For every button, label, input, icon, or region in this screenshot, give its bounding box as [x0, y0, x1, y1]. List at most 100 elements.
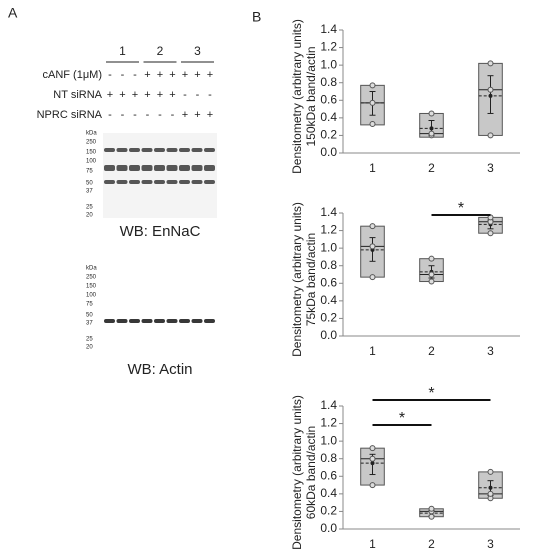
sign: -	[133, 69, 137, 81]
panel-label: B	[252, 9, 261, 25]
y-tick-label: 0.0	[320, 145, 337, 159]
marker-label: 20	[86, 345, 93, 351]
blot-image	[103, 268, 217, 353]
point	[487, 60, 494, 67]
point	[369, 99, 376, 106]
y-tick-label: 0.6	[320, 275, 337, 289]
y-tick-label: 0.2	[320, 128, 337, 142]
marker-label: 150	[86, 284, 97, 290]
y-tick-label: 0.6	[320, 468, 337, 482]
point	[487, 230, 494, 237]
marker-label: 37	[86, 321, 93, 327]
point	[369, 223, 376, 230]
band	[154, 180, 165, 184]
significance-label: *	[399, 410, 405, 427]
y-axis-label: Densitometry (arbitrary units)	[290, 395, 304, 550]
group-label: 1	[119, 44, 126, 58]
y-tick-label: 0.6	[320, 92, 337, 106]
group-label: 2	[157, 44, 164, 58]
x-tick-label: 2	[428, 344, 435, 358]
band	[116, 165, 128, 171]
point	[487, 132, 494, 139]
band	[141, 180, 153, 184]
sign: -	[121, 69, 125, 81]
y-tick-label: 1.0	[320, 433, 337, 447]
point	[428, 505, 435, 512]
point	[428, 130, 435, 137]
band	[116, 148, 128, 152]
significance-label: *	[428, 385, 434, 402]
point	[487, 490, 494, 497]
band	[204, 319, 215, 323]
point	[369, 274, 376, 281]
band	[154, 165, 165, 171]
row-label: cANF (1μM)	[42, 69, 102, 81]
y-tick-label: 1.4	[320, 22, 337, 36]
sign: +	[207, 69, 213, 81]
blot-image	[103, 133, 217, 218]
band	[191, 165, 203, 171]
sign: -	[158, 109, 162, 121]
point	[369, 445, 376, 452]
band	[204, 148, 215, 152]
mean-dot	[488, 93, 493, 98]
marker-label: 37	[86, 189, 93, 195]
band	[116, 319, 128, 323]
marker-label: 20	[86, 213, 93, 219]
marker-label: 100	[86, 159, 97, 165]
band	[154, 148, 165, 152]
sign: +	[169, 69, 175, 81]
sign: +	[119, 89, 125, 101]
y-tick-label: 1.0	[320, 57, 337, 71]
band	[191, 180, 203, 184]
marker-label: 75	[86, 169, 93, 175]
sign: +	[194, 69, 200, 81]
sign: +	[182, 109, 188, 121]
sign: +	[157, 69, 163, 81]
band	[129, 148, 140, 152]
y-tick-label: 0.8	[320, 258, 337, 272]
band	[129, 165, 140, 171]
marker-label: 250	[86, 275, 97, 281]
y-axis-label: 75kDa band/actin	[304, 233, 318, 326]
point	[428, 513, 435, 520]
sign: +	[194, 109, 200, 121]
y-tick-label: 0.8	[320, 75, 337, 89]
marker-label: 50	[86, 181, 93, 187]
marker-label: 25	[86, 337, 93, 343]
marker-label: 50	[86, 313, 93, 319]
sign: +	[132, 89, 138, 101]
y-tick-label: 0.0	[320, 521, 337, 535]
band	[204, 180, 215, 184]
point	[428, 255, 435, 262]
band	[104, 319, 115, 323]
y-tick-label: 1.0	[320, 240, 337, 254]
x-tick-label: 1	[369, 344, 376, 358]
sign: +	[107, 89, 113, 101]
mean-dot	[370, 461, 375, 466]
y-tick-label: 0.0	[320, 328, 337, 342]
band	[141, 319, 153, 323]
marker-label: 100	[86, 293, 97, 299]
y-axis-label: Densitometry (arbitrary units)	[290, 202, 304, 357]
band	[104, 148, 115, 152]
y-axis-label: Densitometry (arbitrary units)	[290, 19, 304, 174]
point	[369, 243, 376, 250]
band	[166, 180, 178, 184]
band	[191, 148, 203, 152]
band	[179, 148, 190, 152]
sign: +	[207, 109, 213, 121]
marker-label: 250	[86, 140, 97, 146]
y-tick-label: 1.4	[320, 398, 337, 412]
sign: -	[183, 89, 187, 101]
sign: -	[121, 109, 125, 121]
band	[179, 165, 190, 171]
point	[428, 271, 435, 278]
mean-dot	[488, 485, 493, 490]
y-axis-label: 150kDa band/actin	[304, 46, 318, 146]
band	[141, 148, 153, 152]
sign: -	[146, 109, 150, 121]
band	[191, 319, 203, 323]
x-tick-label: 1	[369, 161, 376, 175]
